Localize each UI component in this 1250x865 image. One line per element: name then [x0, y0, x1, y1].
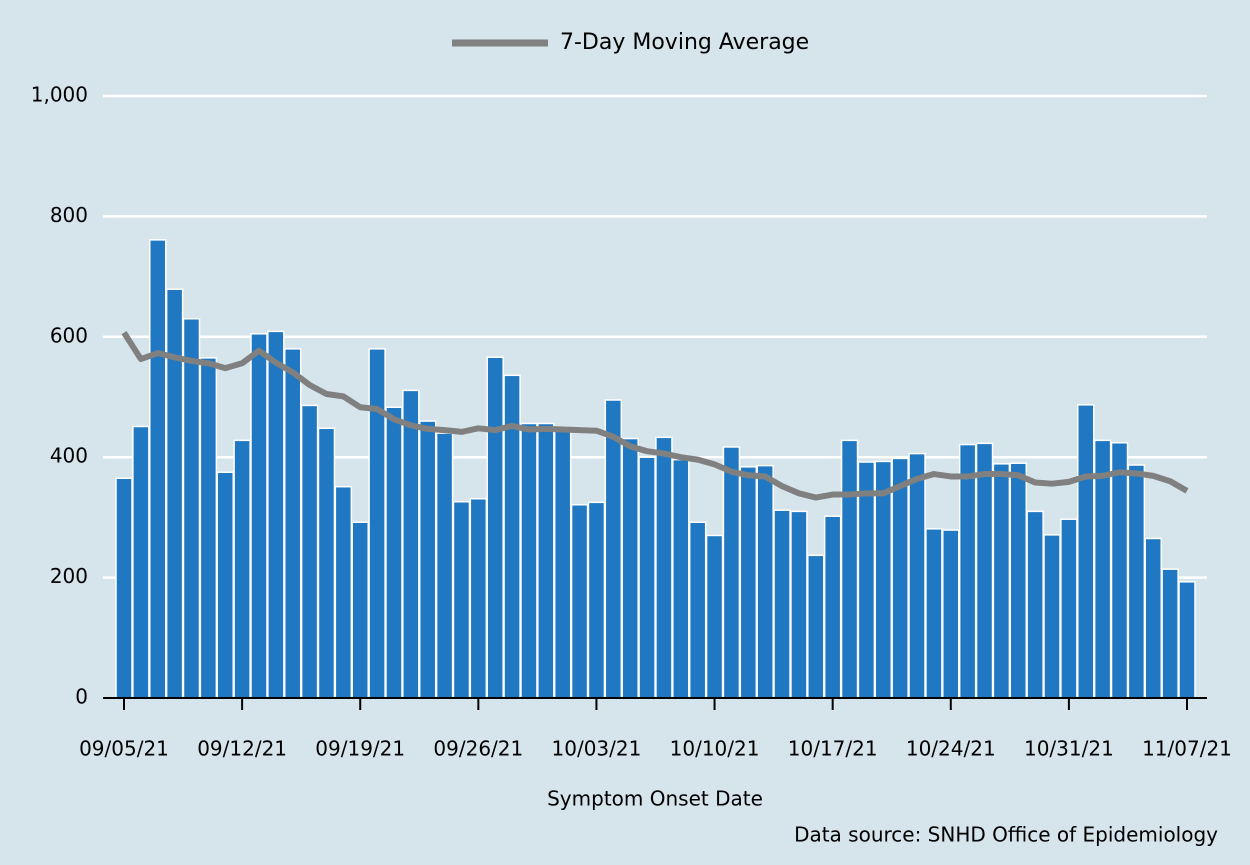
legend-label: 7-Day Moving Average	[560, 30, 809, 55]
x-tick-label: 10/17/21	[788, 737, 878, 761]
bar	[452, 500, 471, 699]
bar	[908, 452, 926, 699]
bar	[1077, 404, 1095, 699]
bar	[739, 466, 758, 699]
y-tick-label: 200	[50, 564, 88, 588]
bar	[840, 439, 859, 699]
bar	[132, 425, 150, 699]
source-note: Data source: SNHD Office of Epidemiology	[794, 823, 1218, 847]
bar	[638, 456, 656, 699]
bar	[537, 422, 555, 699]
bar	[1060, 518, 1078, 699]
bar	[790, 510, 808, 699]
x-tick-label: 10/10/21	[670, 737, 760, 761]
bar	[621, 437, 639, 699]
bar	[1127, 464, 1146, 699]
bar	[233, 439, 251, 699]
bar	[975, 442, 994, 699]
bar	[435, 432, 454, 699]
moving-average-line	[121, 330, 1189, 501]
bar	[267, 330, 285, 699]
bar	[385, 406, 403, 699]
bar	[958, 443, 977, 699]
bar	[773, 509, 791, 699]
bar	[807, 554, 825, 699]
bar	[351, 521, 369, 699]
bar	[1026, 510, 1044, 699]
bar	[1178, 581, 1196, 699]
x-tick-label: 10/31/21	[1024, 737, 1114, 761]
bar	[823, 515, 842, 699]
bar	[1110, 442, 1129, 699]
bar	[115, 477, 133, 699]
bar	[705, 534, 724, 699]
bar	[317, 427, 336, 699]
bar	[1144, 537, 1163, 699]
x-tick-label: 09/05/21	[79, 737, 169, 761]
y-tick-label: 400	[50, 444, 88, 468]
y-tick-label: 0	[75, 685, 88, 709]
x-axis-title: Symptom Onset Date	[547, 787, 763, 811]
bar	[300, 404, 319, 699]
bar	[368, 348, 386, 699]
bar	[486, 356, 504, 699]
bar	[874, 460, 893, 699]
x-tick-label: 09/12/21	[197, 737, 287, 761]
bar	[334, 485, 353, 699]
x-tick-label: 09/26/21	[433, 737, 523, 761]
bar	[216, 471, 234, 699]
bar	[672, 458, 690, 699]
bar	[1009, 462, 1028, 699]
bar	[942, 529, 960, 699]
bar	[148, 239, 167, 699]
bar	[182, 317, 201, 699]
bar	[722, 446, 741, 699]
bar	[402, 389, 420, 699]
bar	[199, 357, 218, 699]
bar	[925, 528, 943, 699]
x-tick-label: 11/07/21	[1142, 737, 1232, 761]
bar	[469, 497, 488, 699]
bar	[857, 461, 876, 699]
y-tick-label: 1,000	[31, 83, 88, 107]
y-tick-label: 600	[50, 323, 88, 347]
x-tick-label: 10/03/21	[552, 737, 642, 761]
x-tick-label: 10/24/21	[906, 737, 996, 761]
bar	[570, 504, 589, 699]
bar	[283, 348, 302, 699]
bar	[165, 288, 184, 699]
bar	[891, 457, 909, 699]
bar	[604, 399, 623, 699]
bar	[655, 436, 673, 699]
bar	[587, 501, 606, 699]
bar	[1043, 534, 1061, 699]
bar	[992, 463, 1011, 699]
bar	[1161, 568, 1179, 699]
bar	[553, 427, 572, 699]
bar	[520, 422, 538, 699]
bar	[688, 521, 707, 699]
x-tick-label: 09/19/21	[315, 737, 405, 761]
bar	[418, 420, 437, 699]
bar	[756, 464, 774, 699]
y-tick-label: 800	[50, 203, 88, 227]
bar	[250, 333, 268, 699]
